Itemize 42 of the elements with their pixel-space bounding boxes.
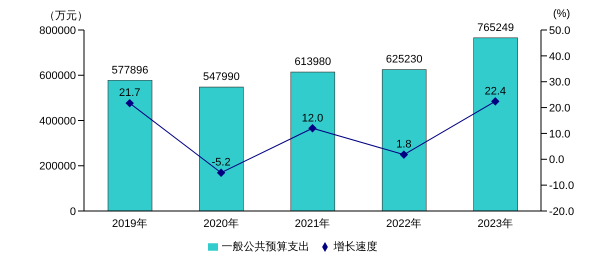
y2-tick-label: 40.0 xyxy=(549,50,570,63)
y-tick-label: 0 xyxy=(70,206,76,218)
x-tick-label: 2022年 xyxy=(386,218,422,230)
data-label: 12.0 xyxy=(302,112,324,124)
data-label: 21.7 xyxy=(118,87,140,100)
y2-axis-title: (%) xyxy=(553,8,570,20)
bar xyxy=(473,38,518,211)
y-axis-title: （万元） xyxy=(44,9,88,23)
point xyxy=(491,97,500,106)
y2-tick-label: 10.0 xyxy=(549,128,570,140)
data-label: 765249 xyxy=(477,22,514,34)
x-tick-label: 2023年 xyxy=(478,218,514,230)
point xyxy=(126,99,134,108)
y-tick-label: 600000 xyxy=(39,70,76,82)
data-label: 547990 xyxy=(203,71,240,84)
point xyxy=(308,124,316,132)
y2-tick-label: -20.0 xyxy=(549,206,574,218)
x-tick-label: 2020年 xyxy=(203,218,239,230)
point xyxy=(217,168,226,177)
y2-tick-label: -10.0 xyxy=(549,180,574,192)
legend-label: 一般公共预算支出 xyxy=(222,241,310,253)
x-tick-label: 2021年 xyxy=(294,218,330,230)
data-label: 577896 xyxy=(112,64,148,76)
data-label: 1.8 xyxy=(396,138,412,151)
y2-tick-label: 0.0 xyxy=(549,154,564,166)
legend-label: 增长速度 xyxy=(334,241,378,253)
y2-tick-label: 50.0 xyxy=(549,24,570,37)
y2-tick-label: 20.0 xyxy=(549,102,570,114)
data-label: 613980 xyxy=(294,56,332,68)
y-tick-label: 400000 xyxy=(39,115,76,128)
x-tick-label: 2019年 xyxy=(112,218,148,230)
y-tick-label: 800000 xyxy=(39,24,76,37)
bar xyxy=(382,69,426,211)
y2-tick-label: 30.0 xyxy=(549,76,570,89)
data-label: 625230 xyxy=(386,54,423,66)
point xyxy=(400,150,408,159)
data-label: -5.2 xyxy=(212,156,231,169)
data-label: 22.4 xyxy=(484,85,506,98)
bar xyxy=(290,72,336,211)
bar xyxy=(108,80,152,211)
y-tick-label: 200000 xyxy=(39,160,76,173)
bar xyxy=(199,86,244,211)
